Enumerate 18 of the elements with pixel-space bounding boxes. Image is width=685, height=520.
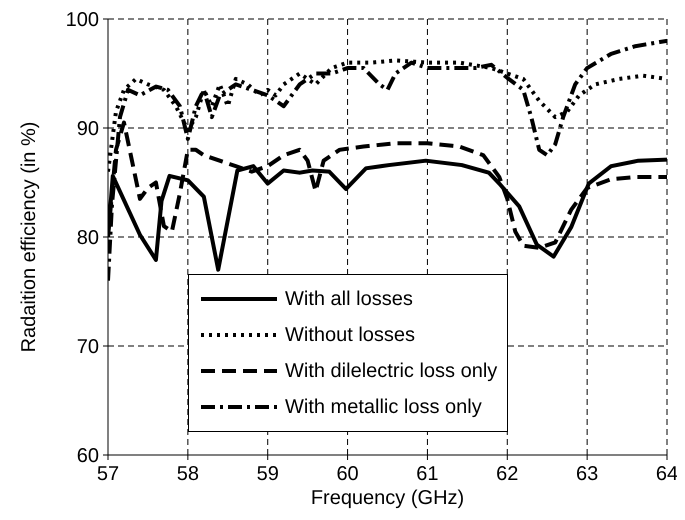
- legend-label: With metallic loss only: [285, 396, 482, 418]
- y-tick-label: 60: [76, 445, 99, 468]
- y-tick-label: 100: [66, 9, 99, 32]
- x-axis-title: Frequency (GHz): [310, 487, 464, 509]
- x-tick-label: 62: [496, 463, 518, 486]
- y-axis-title: Radaition efficiency (in %): [18, 122, 40, 352]
- x-tick-label: 57: [96, 463, 120, 486]
- x-tick-label: 58: [176, 463, 199, 486]
- legend-label: With dilelectric loss only: [285, 360, 498, 382]
- y-tick-label: 80: [76, 227, 99, 250]
- x-tick-label: 63: [576, 463, 598, 486]
- x-tick-label: 60: [336, 463, 359, 486]
- x-tick-label: 59: [256, 463, 279, 486]
- x-tick-label: 61: [416, 463, 439, 486]
- y-tick-label: 70: [76, 336, 99, 358]
- legend-label: With all losses: [285, 288, 413, 310]
- y-tick-label: 90: [76, 118, 99, 140]
- legend-label: Without losses: [285, 324, 416, 346]
